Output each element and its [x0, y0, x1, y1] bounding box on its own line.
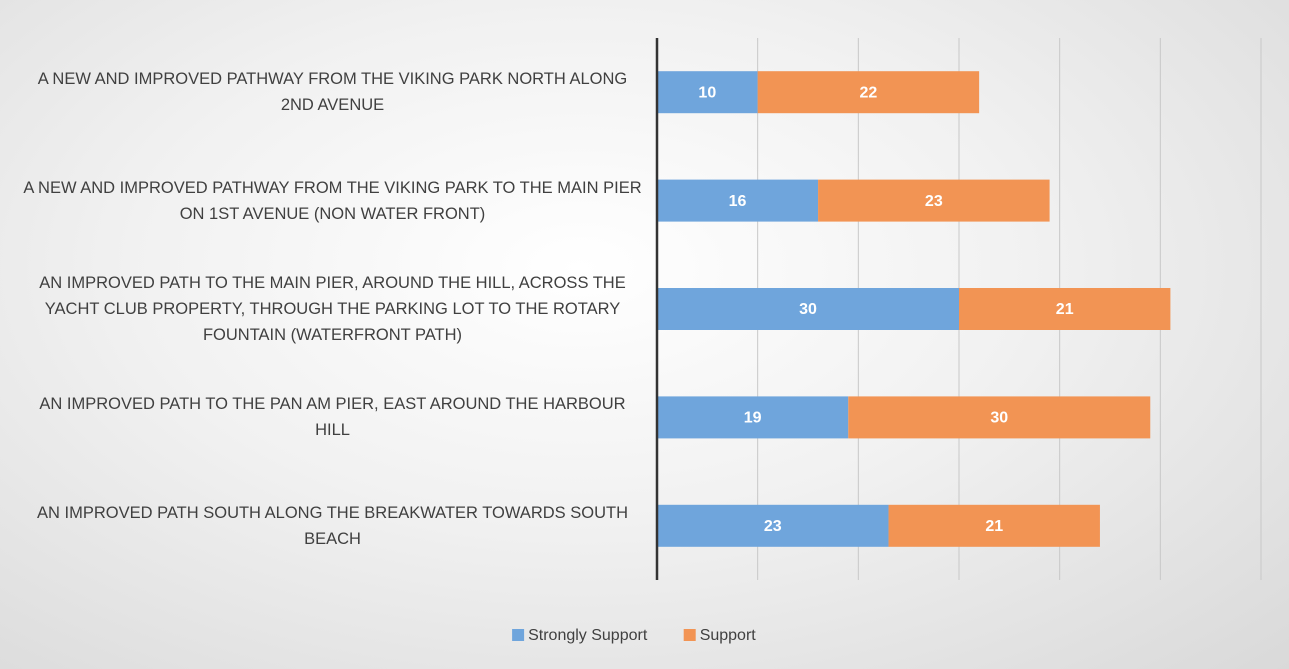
category-label: AN IMPROVED PATH TO THE MAIN PIER, AROUN… — [39, 274, 626, 344]
data-label: 30 — [990, 410, 1008, 427]
bar — [657, 396, 849, 439]
bar — [959, 288, 1171, 330]
bar — [757, 71, 980, 114]
legend-label: Strongly Support — [528, 627, 648, 644]
bar — [657, 71, 758, 114]
category-label: A NEW AND IMPROVED PATHWAY FROM THE VIKI… — [23, 178, 642, 223]
bar — [848, 396, 1151, 439]
bar — [818, 179, 1050, 222]
bar — [888, 504, 1100, 547]
legend-swatch — [512, 629, 525, 641]
bar — [657, 288, 959, 330]
category-label: A NEW AND IMPROVED PATHWAY FROM THE VIKI… — [37, 70, 628, 115]
bar — [657, 504, 889, 547]
data-label: 23 — [925, 193, 943, 210]
data-label: 23 — [764, 518, 782, 535]
category-label: AN IMPROVED PATH SOUTH ALONG THE BREAKWA… — [36, 503, 629, 548]
data-label: 30 — [799, 301, 817, 318]
data-label: 10 — [698, 84, 716, 101]
data-label: 19 — [744, 410, 762, 427]
legend-label: Support — [700, 627, 757, 644]
data-label: 22 — [860, 84, 878, 101]
bar — [657, 179, 819, 222]
legend-swatch — [683, 629, 696, 641]
data-label: 21 — [985, 518, 1003, 535]
data-label: 16 — [729, 193, 747, 210]
category-label: AN IMPROVED PATH TO THE PAN AM PIER, EAS… — [39, 395, 626, 440]
data-label: 21 — [1056, 301, 1074, 318]
